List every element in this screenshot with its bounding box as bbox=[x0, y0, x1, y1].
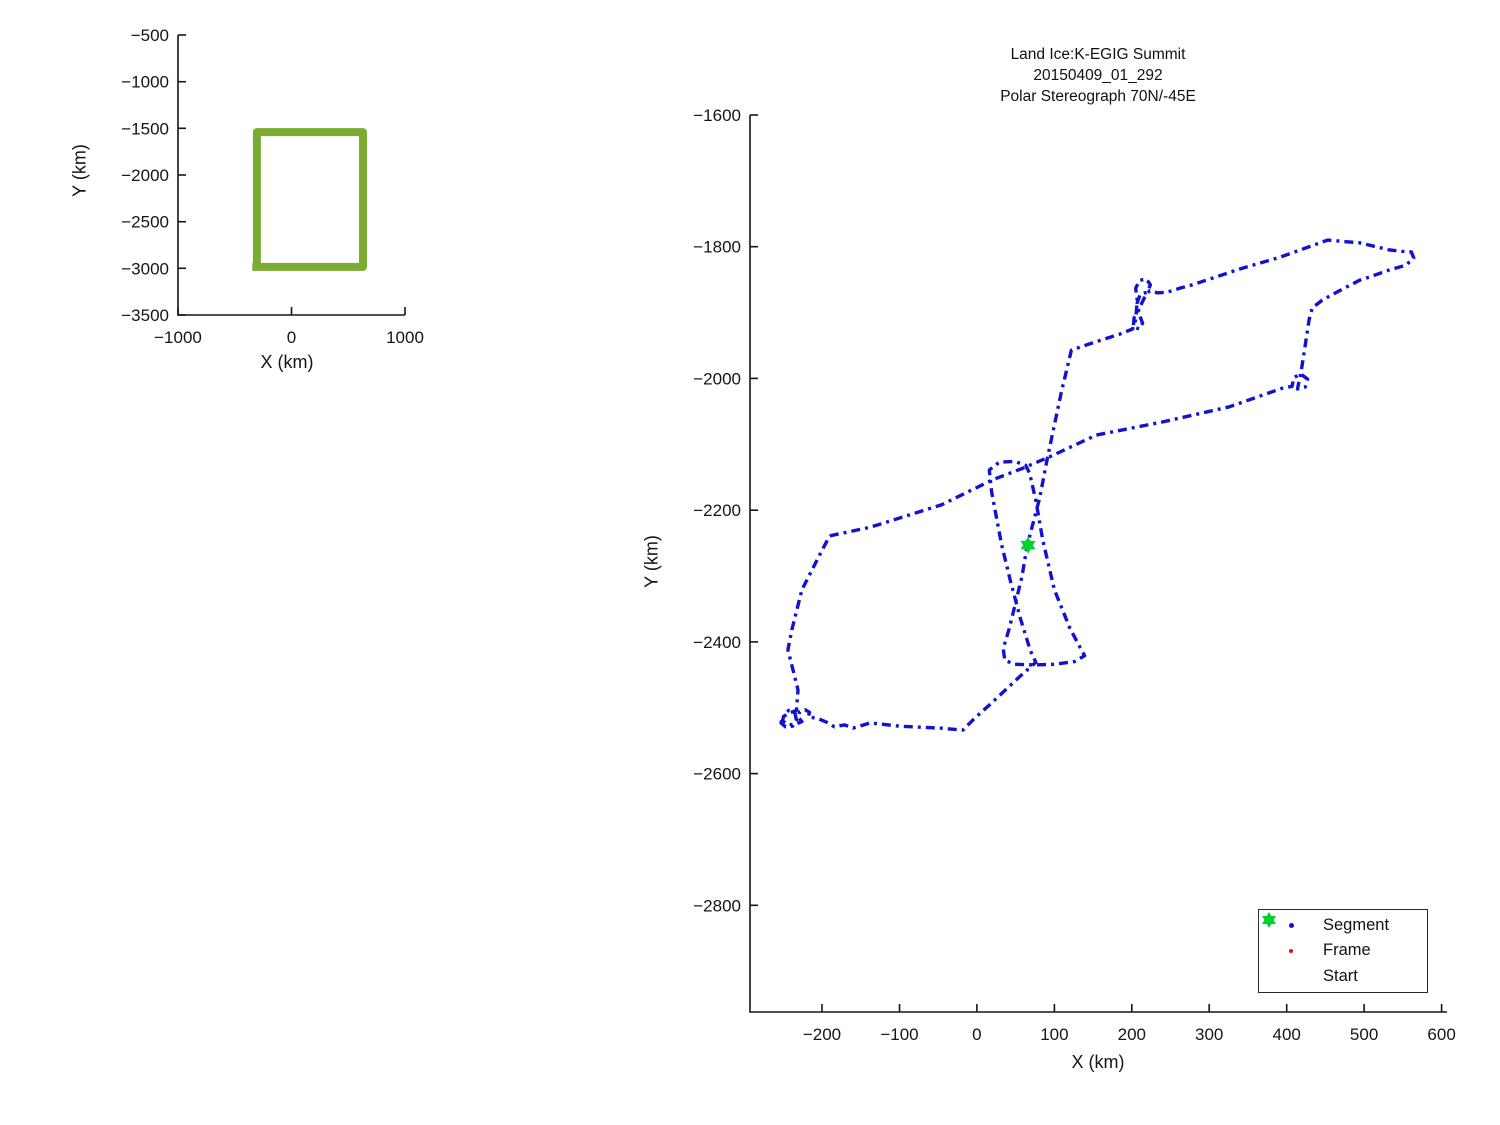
title-line-2: 20150409_01_292 bbox=[1033, 67, 1163, 84]
main-x-tick-label: 600 bbox=[1427, 1025, 1455, 1044]
overview-y-tick-label: −3500 bbox=[121, 306, 169, 325]
main-y-tick-label: −2200 bbox=[693, 501, 741, 520]
overview-x-tick-label: 1000 bbox=[386, 328, 424, 347]
overview-plot: −1000 0 1000 −500 −1000 −1500 −2000 −2500 −3000 −… bbox=[121, 26, 424, 347]
main-y-tick-label: −2400 bbox=[693, 633, 741, 652]
overview-axes bbox=[177, 35, 405, 316]
overview-y-axis-label: Y (km) bbox=[69, 144, 90, 197]
overview-y-tick-label: −2000 bbox=[121, 166, 169, 185]
legend-label-segment: Segment bbox=[1323, 916, 1390, 935]
main-x-tick-label: −100 bbox=[880, 1025, 918, 1044]
overview-y-tick-label: −1500 bbox=[121, 119, 169, 138]
legend-box: Segment Frame Start bbox=[1258, 909, 1428, 993]
legend-label-start: Start bbox=[1323, 966, 1358, 985]
frame-dot-icon bbox=[1259, 948, 1323, 953]
overview-coverage-box bbox=[252, 128, 367, 271]
main-y-tick-label: −2800 bbox=[693, 896, 741, 915]
overview-y-tick-label: −1000 bbox=[121, 73, 169, 92]
chart-title: Land Ice:K-EGIG Summit 20150409_01_292 P… bbox=[798, 44, 1398, 107]
main-x-tick-label: 500 bbox=[1350, 1025, 1378, 1044]
main-axes bbox=[749, 115, 1447, 1013]
main-y-tick-label: −2000 bbox=[693, 369, 741, 388]
title-line-3: Polar Stereograph 70N/-45E bbox=[1000, 88, 1196, 105]
main-flight-track bbox=[779, 238, 1416, 732]
overview-x-tick-label: −1000 bbox=[154, 328, 202, 347]
main-plot: −200 −100 0 100 200 300 400 500 600 −1600 −1800 −20… bbox=[693, 106, 1456, 1044]
main-x-tick-label: 100 bbox=[1040, 1025, 1068, 1044]
legend-label-frame: Frame bbox=[1323, 941, 1371, 960]
segment-dot-icon bbox=[1259, 923, 1323, 929]
main-y-tick-label: −1800 bbox=[693, 238, 741, 257]
legend-row-start: Start bbox=[1259, 912, 1427, 989]
main-x-tick-label: 200 bbox=[1118, 1025, 1146, 1044]
main-y-tick-label: −1600 bbox=[693, 106, 741, 125]
overview-y-tick-label: −3000 bbox=[121, 259, 169, 278]
overview-x-tick-label: 0 bbox=[287, 328, 296, 347]
overview-x-axis-label: X (km) bbox=[260, 352, 314, 372]
legend-start-hexagram bbox=[1262, 912, 1276, 928]
main-x-tick-label: 0 bbox=[972, 1025, 981, 1044]
main-x-tick-label: 400 bbox=[1273, 1025, 1301, 1044]
legend-row-frame: Frame bbox=[1259, 938, 1427, 963]
start-marker bbox=[1020, 536, 1036, 554]
main-y-axis-label: Y (km) bbox=[641, 535, 662, 588]
main-x-axis-label: X (km) bbox=[1071, 1052, 1125, 1072]
main-y-tick-label: −2600 bbox=[693, 765, 741, 784]
main-x-tick-label: 300 bbox=[1195, 1025, 1223, 1044]
title-line-1: Land Ice:K-EGIG Summit bbox=[1010, 46, 1186, 63]
overview-y-tick-label: −500 bbox=[131, 26, 169, 45]
main-x-tick-label: −200 bbox=[803, 1025, 841, 1044]
overview-y-tick-label: −2500 bbox=[121, 213, 169, 232]
legend-row-segment: Segment bbox=[1259, 913, 1427, 938]
